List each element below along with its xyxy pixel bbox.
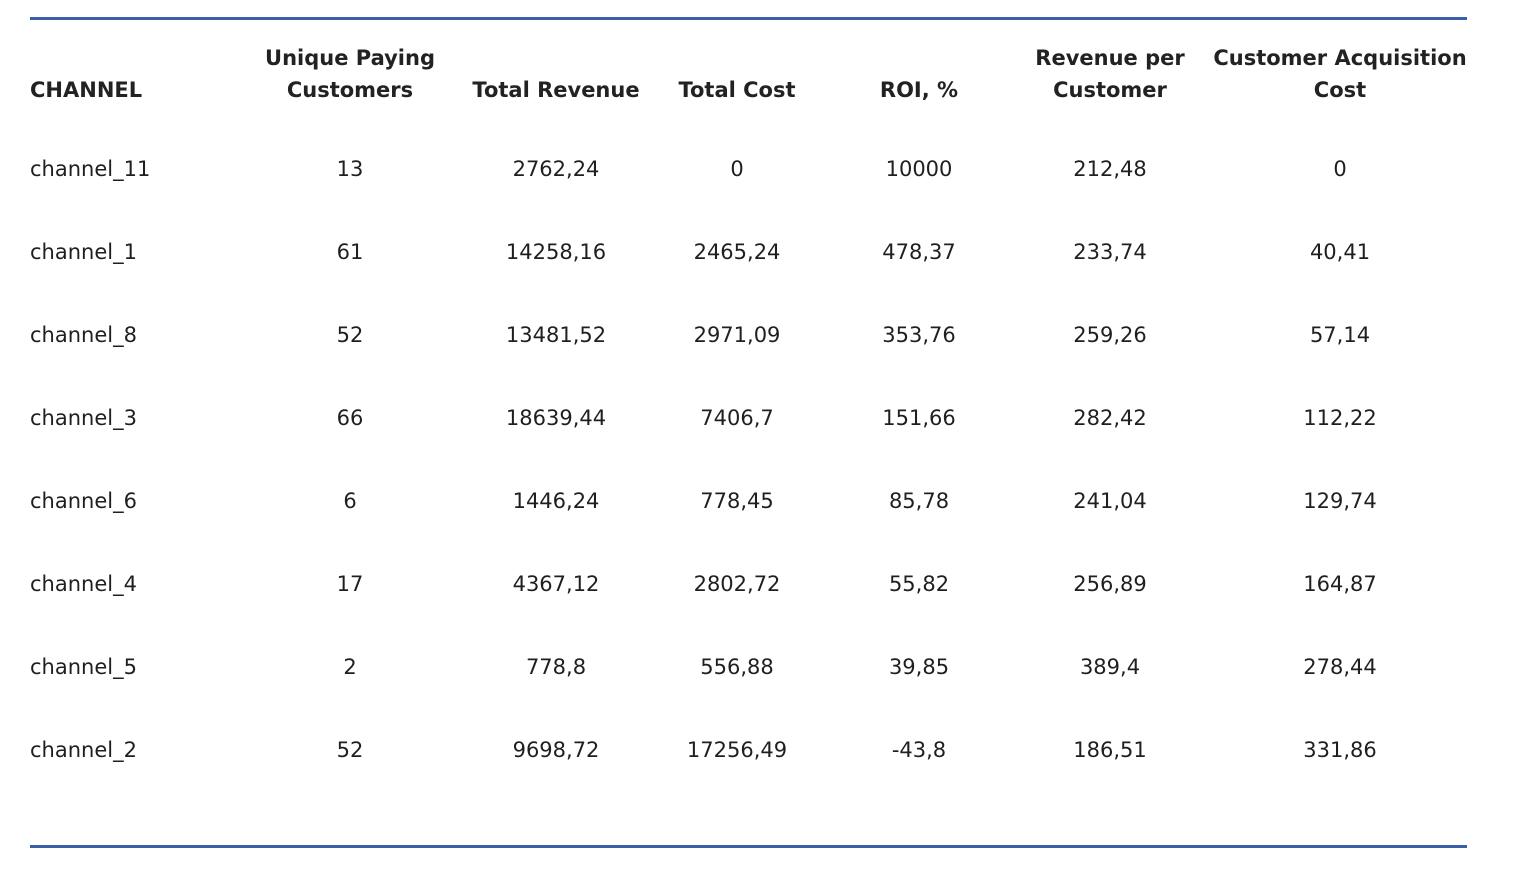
table-cell: 52 xyxy=(336,323,364,347)
table-cell: 129,74 xyxy=(1303,489,1377,513)
header-line: Total Revenue xyxy=(472,78,640,102)
table-row: channel_6 6 1446,24 778,45 85,78 241,04 129,74 xyxy=(0,481,1530,521)
table-row: channel_1 61 14258,16 2465,24 478,37 233,74 40… xyxy=(0,232,1530,272)
table-row: channel_2 52 9698,72 17256,49 -43,8 186,51 331… xyxy=(0,730,1530,770)
table-cell: 259,26 xyxy=(1073,323,1147,347)
header-unique-paying-customers: Unique Paying Customers xyxy=(250,42,450,106)
table-cell: 353,76 xyxy=(882,323,956,347)
header-line: ROI, % xyxy=(879,78,959,102)
table-cell: 4367,12 xyxy=(512,572,600,596)
header-line: Cost xyxy=(1313,78,1367,102)
header-line: Customer Acquisition xyxy=(1213,46,1467,70)
table-row: channel_8 52 13481,52 2971,09 353,76 259,26 57… xyxy=(0,315,1530,355)
header-roi: ROI, % xyxy=(839,74,999,106)
table-cell: 2 xyxy=(343,655,357,679)
table-cell: 39,85 xyxy=(888,655,950,679)
table-cell: channel_4 xyxy=(30,572,137,596)
table-cell: 164,87 xyxy=(1303,572,1377,596)
table-cell: 151,66 xyxy=(882,406,956,430)
table-cell: 331,86 xyxy=(1303,738,1377,762)
table-cell: 17256,49 xyxy=(686,738,788,762)
table-cell: 2971,09 xyxy=(693,323,781,347)
table-row: channel_3 66 18639,44 7406,7 151,66 282,42 112… xyxy=(0,398,1530,438)
table-cell: channel_3 xyxy=(30,406,137,430)
table-cell: 478,37 xyxy=(882,240,956,264)
table-cell: 556,88 xyxy=(700,655,774,679)
table-cell: 14258,16 xyxy=(505,240,607,264)
table-cell: channel_5 xyxy=(30,655,137,679)
table-cell: 85,78 xyxy=(888,489,950,513)
table-cell: 389,4 xyxy=(1079,655,1141,679)
table-row: channel_11 13 2762,24 0 10000 212,48 0 xyxy=(0,149,1530,189)
table-cell: 0 xyxy=(1333,157,1347,181)
table-cell: channel_11 xyxy=(30,157,151,181)
table-cell: 2802,72 xyxy=(693,572,781,596)
table-cell: 6 xyxy=(343,489,357,513)
table-row: channel_5 2 778,8 556,88 39,85 389,4 278,44 xyxy=(0,647,1530,687)
table-cell: 2762,24 xyxy=(512,157,600,181)
table-cell: 186,51 xyxy=(1073,738,1147,762)
table-cell: 7406,7 xyxy=(700,406,774,430)
table-cell: -43,8 xyxy=(891,738,947,762)
header-line: Revenue per xyxy=(1035,46,1185,70)
table-cell: 9698,72 xyxy=(512,738,600,762)
table-cell: 233,74 xyxy=(1073,240,1147,264)
header-line: Total Cost xyxy=(678,78,796,102)
header-customer-acquisition-cost: Customer Acquisition Cost xyxy=(1210,42,1470,106)
table-cell: 13481,52 xyxy=(505,323,607,347)
table-cell: 13 xyxy=(336,157,364,181)
table-cell: 282,42 xyxy=(1073,406,1147,430)
table-cell: 778,45 xyxy=(700,489,774,513)
table-cell: 55,82 xyxy=(888,572,950,596)
table-cell: 66 xyxy=(336,406,364,430)
table-row: channel_4 17 4367,12 2802,72 55,82 256,89 164,… xyxy=(0,564,1530,604)
table-cell: 17 xyxy=(336,572,364,596)
table-cell: channel_8 xyxy=(30,323,137,347)
header-line: CHANNEL xyxy=(30,78,143,102)
header-line: Customer xyxy=(1053,78,1167,102)
table-header: CHANNEL Unique Paying Customers Total Reven… xyxy=(0,34,1530,106)
table-cell: 241,04 xyxy=(1073,489,1147,513)
table-cell: channel_2 xyxy=(30,738,137,762)
header-revenue-per-customer: Revenue per Customer xyxy=(1020,42,1200,106)
table-cell: 52 xyxy=(336,738,364,762)
header-line: Customers xyxy=(286,78,414,102)
table-cell: 61 xyxy=(336,240,364,264)
table-cell: channel_6 xyxy=(30,489,137,513)
header-channel: CHANNEL xyxy=(30,74,250,106)
table-cell: 57,14 xyxy=(1309,323,1371,347)
table-cell: 0 xyxy=(730,157,744,181)
bottom-rule xyxy=(30,845,1467,848)
table-cell: 256,89 xyxy=(1073,572,1147,596)
header-total-cost: Total Cost xyxy=(657,74,817,106)
header-line: Unique Paying xyxy=(265,46,435,70)
table-cell: 18639,44 xyxy=(505,406,607,430)
table-cell: 1446,24 xyxy=(512,489,600,513)
table-cell: 40,41 xyxy=(1309,240,1371,264)
table-cell: 10000 xyxy=(885,157,953,181)
top-rule xyxy=(30,17,1467,20)
table-cell: channel_1 xyxy=(30,240,137,264)
table-cell: 112,22 xyxy=(1303,406,1377,430)
table-cell: 212,48 xyxy=(1073,157,1147,181)
table-cell: 778,8 xyxy=(525,655,587,679)
table-cell: 278,44 xyxy=(1303,655,1377,679)
table-cell: 2465,24 xyxy=(693,240,781,264)
header-total-revenue: Total Revenue xyxy=(456,74,656,106)
